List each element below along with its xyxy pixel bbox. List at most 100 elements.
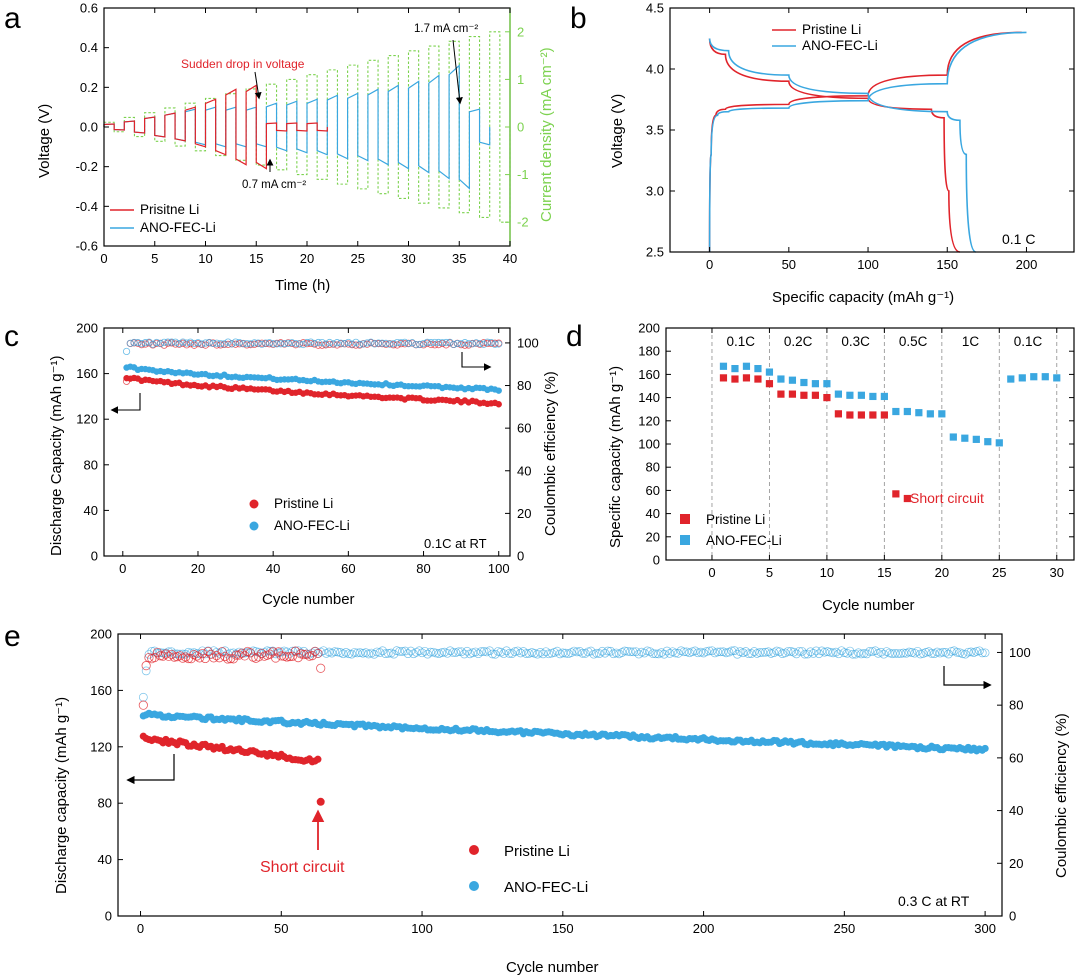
capacity-point-ano-25: [995, 439, 1003, 447]
ce-point-ano-21: [198, 340, 206, 348]
panel-d-xlabel: Cycle number: [822, 597, 915, 614]
ce-point-ano-160: [586, 646, 596, 656]
panel-d-ytick-label-0: 0: [653, 553, 660, 568]
panel-a-xtick-label-0: 0: [100, 251, 107, 266]
ce-point-pristine-59: [302, 649, 312, 659]
panel-d-rate-labels: 0.1C 0.2C 0.3C 0.5C 1C 0.1C: [726, 334, 1042, 349]
ce-point-ano-43: [280, 339, 289, 348]
panel-a-ytick-label-4: 0.2: [80, 80, 98, 95]
panel-d-annotation: Short circuit: [910, 490, 984, 506]
ce-point-ano-268: [890, 648, 900, 658]
ce-point-pristine-14: [171, 340, 180, 348]
discharge-curve-ano: [708, 38, 977, 253]
ce-point-ano-239: [809, 649, 818, 658]
ce-point-ano-287: [944, 649, 953, 659]
panel-a-data: [103, 31, 511, 223]
capacity-point-ano-23: [972, 435, 980, 443]
ce-point-ano-56: [329, 340, 337, 348]
ce-point-ano-250: [839, 648, 849, 657]
ce-point-ano-282: [930, 649, 939, 658]
ce-point-ano-100: [495, 340, 503, 348]
ce-point-ano-51: [310, 339, 319, 348]
ce-point-pristine-82: [427, 340, 435, 349]
panel-b-legend: Pristine Li ANO-FEC-Li: [772, 22, 878, 53]
panel-d-ytick-label-8: 160: [638, 367, 660, 382]
panel-d-ytick-label-9: 180: [638, 344, 660, 359]
panel-d-data: [711, 328, 1061, 560]
capacity-point-ano-19: [926, 410, 934, 418]
ce-point-ano-264: [879, 649, 889, 659]
ce-point-ano-235: [797, 647, 807, 656]
panel-a-xtick-label-6: 30: [401, 251, 415, 266]
panel-e-legend-label-pristine: Pristine Li: [504, 843, 570, 860]
ce-point-pristine-20: [192, 651, 202, 661]
ce-point-ano-225: [769, 648, 779, 658]
ce-point-ano-210: [727, 646, 737, 656]
panel-c-ytick-label-3: 120: [76, 412, 98, 427]
panel-c-legend: Pristine Li ANO-FEC-Li: [249, 496, 350, 533]
ce-point-ano-70: [382, 339, 390, 347]
ce-point-ano-290: [952, 647, 962, 657]
ce-point-ano-19: [190, 339, 198, 348]
ce-point-ano-7: [155, 648, 165, 657]
panel-c-y2tick-label-3: 60: [517, 421, 531, 436]
discharge-curve-pristine: [708, 38, 961, 253]
ce-point-ano-222: [761, 647, 770, 657]
ce-point-ano-92: [465, 340, 473, 348]
ce-point-pristine-52: [282, 652, 292, 662]
ce-point-ano-177: [634, 649, 644, 659]
ce-point-ano-48: [299, 340, 307, 349]
panel-c-ytick-label-0: 0: [91, 549, 98, 564]
ce-point-ano-68: [374, 339, 383, 347]
ce-point-ano-286: [941, 648, 951, 657]
ce-point-ano-269: [893, 649, 903, 658]
capacity-point-ano-14: [869, 392, 877, 401]
ce-point-ano-114: [457, 647, 466, 657]
ce-point-ano-87: [446, 338, 454, 346]
ce-point-ano-146: [547, 648, 556, 658]
ce-point-pristine-25: [213, 341, 221, 349]
ce-point-ano-259: [865, 647, 875, 656]
ce-point-pristine-83: [431, 341, 439, 349]
ce-point-pristine-35: [234, 650, 244, 660]
ce-point-ano-57: [333, 339, 341, 347]
ce-point-ano-270: [896, 649, 905, 658]
ce-point-ano-261: [870, 646, 880, 656]
ce-point-ano-181: [645, 647, 655, 657]
panel-e-legend: Pristine Li ANO-FEC-Li: [469, 843, 588, 896]
panel-a-arrow-drop: [254, 71, 262, 100]
ce-point-ano-95: [476, 339, 484, 348]
ce-point-ano-53: [318, 338, 326, 347]
panel-b-ticks: 0 50 100 150 200 2.5 3.0 3.5 4.0 4.5: [646, 1, 1074, 272]
ce-point-ano-89: [453, 339, 461, 348]
panel-a-legend: Prisitne Li ANO-FEC-Li: [110, 202, 216, 235]
panel-c-ytick-label-1: 40: [84, 503, 98, 518]
capacity-point-ano-2: [731, 365, 739, 373]
ce-point-ano-163: [595, 649, 604, 658]
capacity-point-pristine-14: [869, 411, 877, 419]
ce-point-ano-248: [834, 649, 844, 659]
ce-point-ano-3: [130, 338, 138, 347]
ce-point-ano-119: [471, 647, 480, 657]
panel-b-ytick-label-1: 3.0: [646, 184, 664, 199]
ce-point-ano-97: [409, 649, 418, 659]
ce-point-ano-113: [454, 647, 463, 657]
panel-e-xtick-label-3: 150: [552, 921, 574, 936]
ce-point-ano-46: [292, 340, 300, 348]
ce-point-ano-76: [350, 648, 359, 657]
ce-point-ano-77: [352, 648, 362, 658]
ce-point-ano-4: [147, 646, 157, 656]
ce-point-ano-249: [837, 646, 846, 656]
ce-point-ano-237: [803, 649, 813, 659]
panel-a-xtick-label-8: 40: [503, 251, 517, 266]
ce-point-pristine-47: [268, 647, 278, 657]
panel-a-xtick-label-1: 5: [151, 251, 158, 266]
panel-a-y2tick-label-2: 0: [517, 120, 524, 135]
ce-point-ano-93: [397, 647, 407, 656]
panel-e-annotation-short: Short circuit: [260, 859, 345, 876]
ce-point-ano-34: [247, 340, 255, 348]
ce-point-ano-97: [483, 338, 492, 346]
ce-point-ano-129: [499, 649, 509, 658]
ce-point-ano-276: [913, 646, 922, 656]
ce-point-ano-32: [226, 648, 235, 658]
